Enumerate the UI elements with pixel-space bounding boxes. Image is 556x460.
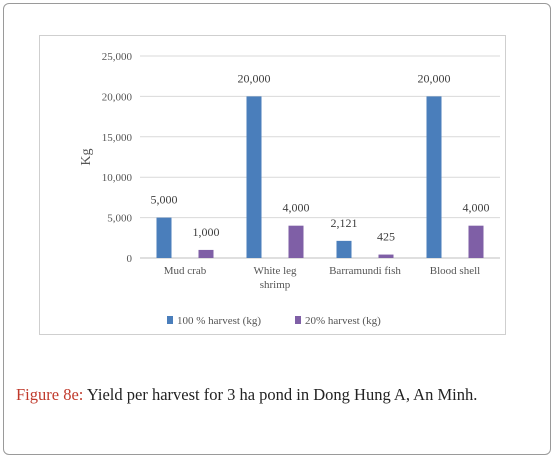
chart-area: 0 5,000 10,000 15,000 20,000 25,000 Kg 5,000 1,0…	[39, 35, 506, 335]
bar	[156, 217, 172, 258]
legend-swatch	[295, 316, 301, 324]
bar	[378, 254, 394, 258]
data-label: 1,000	[193, 225, 220, 239]
bar	[246, 96, 262, 259]
data-label: 5,000	[151, 193, 178, 207]
data-label: 2,121	[331, 216, 358, 230]
legend-label: 20% harvest (kg)	[305, 315, 381, 327]
legend-label: 100 % harvest (kg)	[177, 315, 261, 327]
y-tick-label: 10,000	[102, 172, 133, 184]
bar	[198, 249, 214, 258]
data-label: 4,000	[463, 201, 490, 215]
data-label: 425	[377, 230, 395, 244]
category-label: White leg	[253, 265, 297, 277]
bar	[468, 225, 484, 258]
category-label: Barramundi fish	[329, 265, 401, 277]
bar	[336, 240, 352, 258]
y-tick-label: 5,000	[107, 213, 132, 225]
figure-frame: 0 5,000 10,000 15,000 20,000 25,000 Kg 5,000 1,0…	[3, 3, 551, 455]
data-label: 4,000	[283, 201, 310, 215]
y-tick-label: 0	[127, 253, 133, 265]
data-label: 20,000	[418, 71, 451, 85]
y-tick-label: 20,000	[102, 91, 133, 103]
category-label: shrimp	[260, 279, 291, 291]
figure-caption: Figure 8e: Yield per harvest for 3 ha po…	[16, 382, 548, 407]
bar-chart: 0 5,000 10,000 15,000 20,000 25,000 Kg 5,000 1,0…	[79, 51, 500, 327]
bar	[426, 96, 442, 259]
y-axis-label: Kg	[79, 148, 94, 165]
category-label: Blood shell	[430, 265, 480, 277]
y-tick-label: 15,000	[102, 132, 133, 144]
category-label: Mud crab	[164, 265, 207, 277]
legend-swatch	[167, 316, 173, 324]
y-tick-label: 25,000	[102, 51, 133, 63]
data-label: 20,000	[238, 71, 271, 85]
bar	[288, 225, 304, 258]
caption-text: Yield per harvest for 3 ha pond in Dong …	[86, 385, 478, 404]
caption-label: Figure 8e:	[16, 385, 84, 404]
